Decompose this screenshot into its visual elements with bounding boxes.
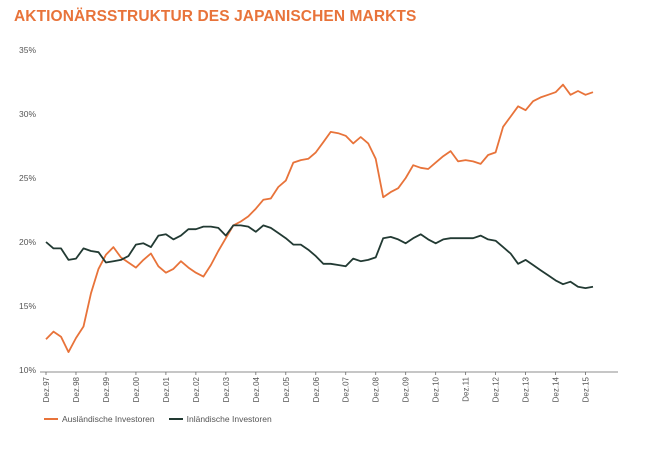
x-tick-label: Dez.97 xyxy=(42,376,51,402)
x-tick-label: Dez.12 xyxy=(492,376,501,402)
series-layer xyxy=(45,83,594,354)
x-tick-label: Dez.09 xyxy=(402,376,411,402)
x-axis: Dez.97 Dez.98 Dez.99 Dez.00 Dez.01 Dez.02 Dez.… xyxy=(40,371,618,402)
y-tick-label: 30% xyxy=(19,109,36,119)
x-tick-label: Dez.02 xyxy=(192,376,201,402)
x-tick-label: Dez.11 xyxy=(462,376,471,401)
x-tick-label: Dez.06 xyxy=(312,376,321,402)
y-axis: 10% 15% 20% 25% 30% 35% xyxy=(19,45,36,375)
x-tick-label: Dez.03 xyxy=(222,376,231,402)
y-tick-label: 10% xyxy=(19,365,36,375)
legend-swatch-inlaendische-investoren xyxy=(168,418,183,420)
x-tick-label: Dez.07 xyxy=(342,376,351,402)
y-tick-label: 25% xyxy=(19,173,36,183)
x-tick-label: Dez.98 xyxy=(72,376,81,402)
y-tick-label: 20% xyxy=(19,237,36,247)
y-tick-label: 15% xyxy=(19,301,36,311)
legend-label-inlaendische-investoren: Inländische Investoren xyxy=(186,414,272,424)
x-tick-label: Dez.01 xyxy=(162,376,171,402)
legend-item-inlaendische-investoren: Inländische Investoren xyxy=(168,414,272,424)
x-tick-label: Dez.05 xyxy=(282,376,291,402)
x-tick-label: Dez.13 xyxy=(522,376,531,402)
series-line-inlaendische-investoren xyxy=(45,224,594,290)
legend-label-auslaendische-investoren: Ausländische Investoren xyxy=(62,414,155,424)
legend: Ausländische Investoren Inländische Inve… xyxy=(44,414,286,424)
y-tick-label: 35% xyxy=(19,45,36,55)
legend-swatch-auslaendische-investoren xyxy=(44,418,58,420)
series-line-auslaendische-investoren xyxy=(45,83,594,354)
x-tick-label: Dez.00 xyxy=(132,376,141,402)
chart-title: AKTIONÄRSSTRUKTUR DES JAPANISCHEN MARKTS xyxy=(14,8,417,25)
x-tick-label: Dez.08 xyxy=(372,376,381,402)
legend-item-auslaendische-investoren: Ausländische Investoren xyxy=(44,414,155,424)
x-tick-label: Dez.99 xyxy=(102,376,111,402)
x-tick-label: Dez.04 xyxy=(252,376,261,402)
x-tick-label: Dez.14 xyxy=(552,376,561,402)
x-tick-label: Dez.10 xyxy=(432,376,441,402)
x-tick-label: Dez.15 xyxy=(582,376,591,402)
